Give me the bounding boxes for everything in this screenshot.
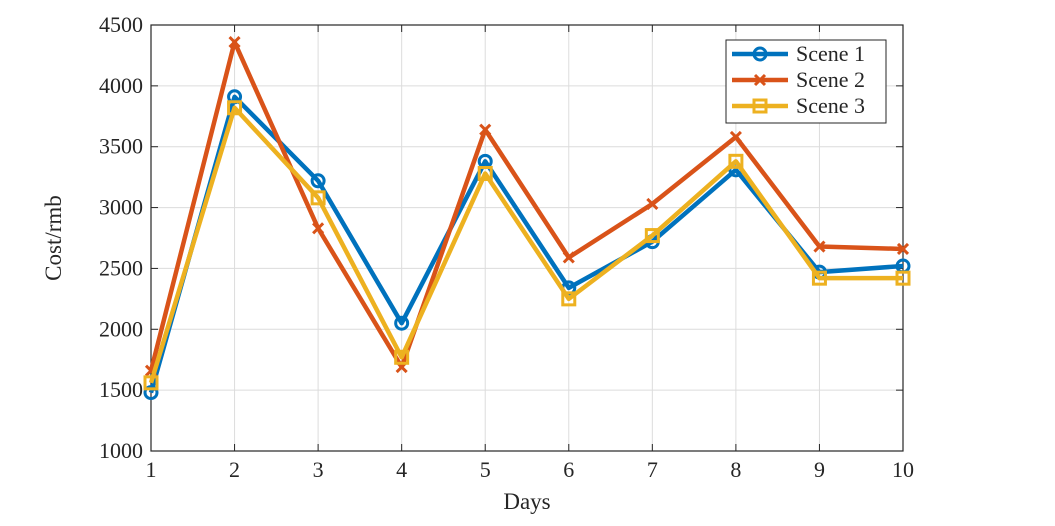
data-point bbox=[729, 130, 742, 144]
data-point bbox=[728, 153, 744, 169]
data-point bbox=[646, 197, 659, 210]
y-tick-label: 3500 bbox=[99, 134, 143, 159]
x-tick-label: 10 bbox=[892, 457, 914, 482]
legend-label: Scene 3 bbox=[796, 93, 865, 118]
legend-item: Scene 1 bbox=[732, 41, 865, 66]
data-point bbox=[143, 375, 159, 391]
legend-item: Scene 2 bbox=[732, 67, 865, 92]
data-point bbox=[394, 349, 410, 365]
x-tick-label: 2 bbox=[229, 457, 240, 482]
y-axis-title: Cost/rmb bbox=[41, 195, 66, 281]
y-tick-label: 2500 bbox=[99, 255, 143, 280]
series-line bbox=[148, 105, 903, 384]
series-line bbox=[148, 39, 904, 372]
x-tick-label: 9 bbox=[814, 457, 825, 482]
x-tick-label: 7 bbox=[647, 457, 658, 482]
x-axis-title: Days bbox=[503, 489, 550, 514]
y-tick-label: 1000 bbox=[99, 438, 143, 463]
data-point bbox=[562, 251, 575, 264]
series-2 bbox=[144, 35, 910, 377]
data-point bbox=[312, 222, 325, 235]
data-point bbox=[310, 173, 326, 189]
data-point bbox=[644, 228, 660, 244]
data-point bbox=[561, 291, 577, 307]
data-point bbox=[310, 190, 326, 206]
data-point bbox=[143, 385, 159, 401]
data-point bbox=[813, 240, 826, 253]
y-tick-label: 1500 bbox=[99, 377, 143, 402]
axis-ticks: 1 2 3 4 5 6 7 8 9 10 1000 1500 2000 2500 3000 3500 4000 4… bbox=[99, 12, 914, 482]
legend-marker bbox=[752, 46, 768, 62]
y-tick-label: 4500 bbox=[99, 12, 143, 37]
x-tick-label: 8 bbox=[730, 457, 741, 482]
series-3 bbox=[143, 100, 911, 391]
y-tick-label: 3000 bbox=[99, 195, 143, 220]
legend-marker bbox=[752, 98, 768, 114]
series-layer bbox=[143, 35, 911, 401]
x-tick-label: 5 bbox=[480, 457, 491, 482]
data-point bbox=[896, 242, 910, 256]
legend-item: Scene 3 bbox=[732, 93, 865, 118]
x-tick-label: 4 bbox=[396, 457, 407, 482]
x-tick-label: 6 bbox=[563, 457, 574, 482]
legend-label: Scene 1 bbox=[796, 41, 865, 66]
x-tick-label: 1 bbox=[146, 457, 157, 482]
data-point bbox=[895, 270, 911, 286]
legend-marker bbox=[753, 73, 767, 87]
data-point bbox=[394, 315, 410, 331]
y-tick-label: 4000 bbox=[99, 73, 143, 98]
plot-area-frame bbox=[150, 24, 904, 452]
data-point bbox=[477, 165, 493, 181]
legend-label: Scene 2 bbox=[796, 67, 865, 92]
data-point bbox=[479, 123, 492, 136]
x-tick-label: 3 bbox=[313, 457, 324, 482]
data-point bbox=[811, 270, 827, 286]
data-point bbox=[227, 100, 243, 116]
data-point bbox=[228, 35, 241, 49]
y-tick-label: 2000 bbox=[99, 316, 143, 341]
